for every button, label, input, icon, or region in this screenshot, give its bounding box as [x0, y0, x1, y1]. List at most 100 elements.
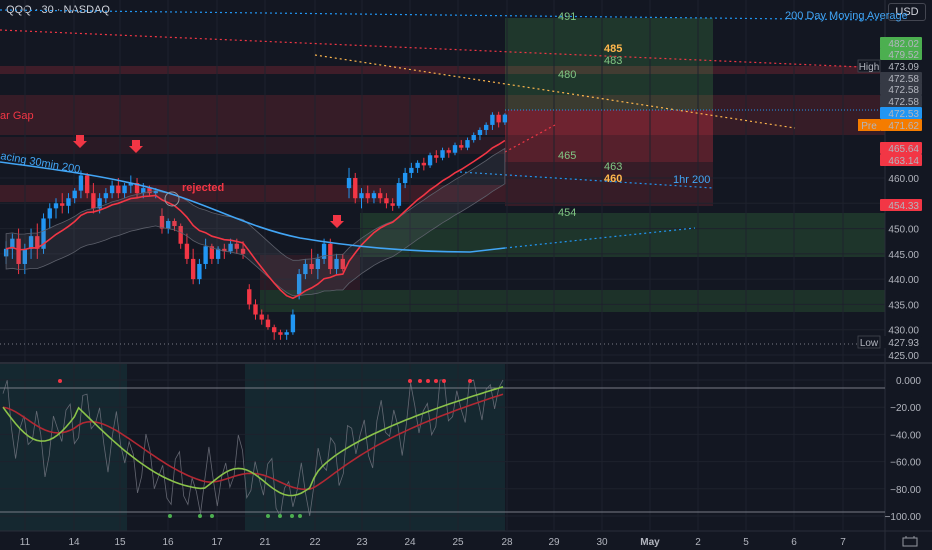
- candle-body: [365, 193, 370, 199]
- calendar-icon: [902, 536, 918, 547]
- osc-fast-line: [2, 386, 504, 497]
- osc-tick-label: −100.00: [885, 512, 922, 523]
- candle-body: [465, 140, 470, 148]
- candle-body: [315, 258, 321, 270]
- time-tick-label: 21: [259, 537, 271, 548]
- candle-body: [290, 314, 296, 333]
- zone-level-label: 485: [604, 43, 622, 55]
- candle-body: [309, 263, 314, 270]
- price-label-box: [880, 119, 922, 131]
- candle-body: [60, 203, 65, 206]
- candle-body: [459, 145, 464, 148]
- candle-body: [197, 263, 202, 280]
- candle-body: [421, 162, 427, 166]
- candle-body: [159, 215, 165, 229]
- time-tick-label: 17: [211, 537, 223, 548]
- time-tick-label: 24: [404, 537, 416, 548]
- time-tick-label: 7: [840, 537, 846, 548]
- candle-body: [259, 314, 264, 320]
- candle-body: [84, 175, 90, 194]
- candle-body: [128, 183, 133, 186]
- time-tick-label: 30: [596, 537, 608, 548]
- candle-body: [184, 243, 190, 259]
- rejection-circle: [164, 191, 180, 207]
- candle-body: [53, 203, 59, 209]
- zone-rect-3: [0, 137, 505, 154]
- time-tick-label: 29: [548, 537, 560, 548]
- price-label-value: 472.53: [888, 109, 919, 120]
- price-label-box: [880, 142, 922, 154]
- osc-bottom-dot: [198, 514, 202, 518]
- candle-body: [284, 332, 289, 335]
- price-label-value: 482.02: [888, 39, 919, 50]
- candle-body: [215, 248, 221, 259]
- zone-rect-4: [505, 18, 713, 110]
- price-tag-label: High: [859, 62, 880, 73]
- candle-body: [471, 135, 476, 141]
- zone-rect-1: [0, 95, 885, 135]
- candle-body: [452, 145, 458, 153]
- candle-body: [483, 124, 489, 130]
- price-tick-label: 430.00: [888, 326, 919, 337]
- candle-body: [496, 114, 501, 123]
- candle-body: [477, 129, 483, 136]
- price-label-value: 465.64: [888, 144, 919, 155]
- osc-top-dot: [426, 379, 430, 383]
- candle-body: [97, 198, 102, 209]
- candle-body: [253, 304, 258, 315]
- osc-top-dot: [408, 379, 412, 383]
- price-label-box: [880, 60, 922, 72]
- candle-body: [66, 198, 71, 206]
- candle-body: [178, 226, 183, 244]
- price-label-box: [880, 336, 922, 348]
- osc-top-dot: [418, 379, 422, 383]
- time-tick-label: 5: [743, 537, 749, 548]
- time-tick-label: 16: [162, 537, 174, 548]
- proj-blue-line: [504, 227, 696, 249]
- price-tag-box: [857, 59, 881, 73]
- candle-body: [203, 246, 208, 264]
- candle-body: [16, 238, 21, 264]
- exchange-label: NASDAQ: [63, 4, 110, 16]
- osc-bottom-dot: [168, 514, 172, 518]
- osc-top-dot: [58, 379, 62, 383]
- annotation-label: acing 30min 200: [0, 150, 81, 176]
- time-tick-label: 23: [356, 537, 368, 548]
- zone-level-label: 465: [558, 150, 576, 162]
- ma200-day-line: [0, 9, 886, 21]
- candle-body: [434, 155, 439, 158]
- candle-body: [103, 193, 109, 199]
- zone-rect-6: [505, 162, 713, 206]
- candle-body: [47, 208, 52, 219]
- osc-band-1: [245, 364, 315, 531]
- price-tick-label: 450.00: [888, 225, 919, 236]
- candle-body: [134, 183, 140, 194]
- candle-body: [321, 243, 327, 259]
- candle-body: [209, 246, 215, 259]
- osc-tick-label: −60.00: [890, 458, 921, 469]
- price-tick-label: 445.00: [888, 250, 919, 261]
- candle-body: [234, 243, 239, 249]
- candle-body: [390, 203, 395, 206]
- down-arrow-icon: [73, 135, 87, 148]
- price-tick-label: 435.00: [888, 300, 919, 311]
- time-tick-label: 15: [114, 537, 126, 548]
- price-label-value: 472.58: [888, 85, 919, 96]
- candle-body: [371, 193, 377, 199]
- hr200-line: [459, 171, 714, 189]
- osc-raw-line: [2, 379, 504, 518]
- zone-level-label: 460: [604, 173, 622, 185]
- osc-top-dot: [434, 379, 438, 383]
- candle-body: [278, 332, 283, 335]
- price-tag-label: Low: [860, 338, 879, 349]
- price-label-box: [880, 48, 922, 60]
- candle-body: [440, 150, 445, 158]
- price-label-box: [880, 107, 922, 119]
- candle-body: [384, 198, 389, 204]
- candle-body: [296, 274, 302, 295]
- candle-body: [359, 193, 364, 199]
- currency-button[interactable]: USD: [888, 3, 926, 21]
- zone-level-label: 483: [604, 55, 622, 67]
- price-label-value: 479.52: [888, 50, 919, 61]
